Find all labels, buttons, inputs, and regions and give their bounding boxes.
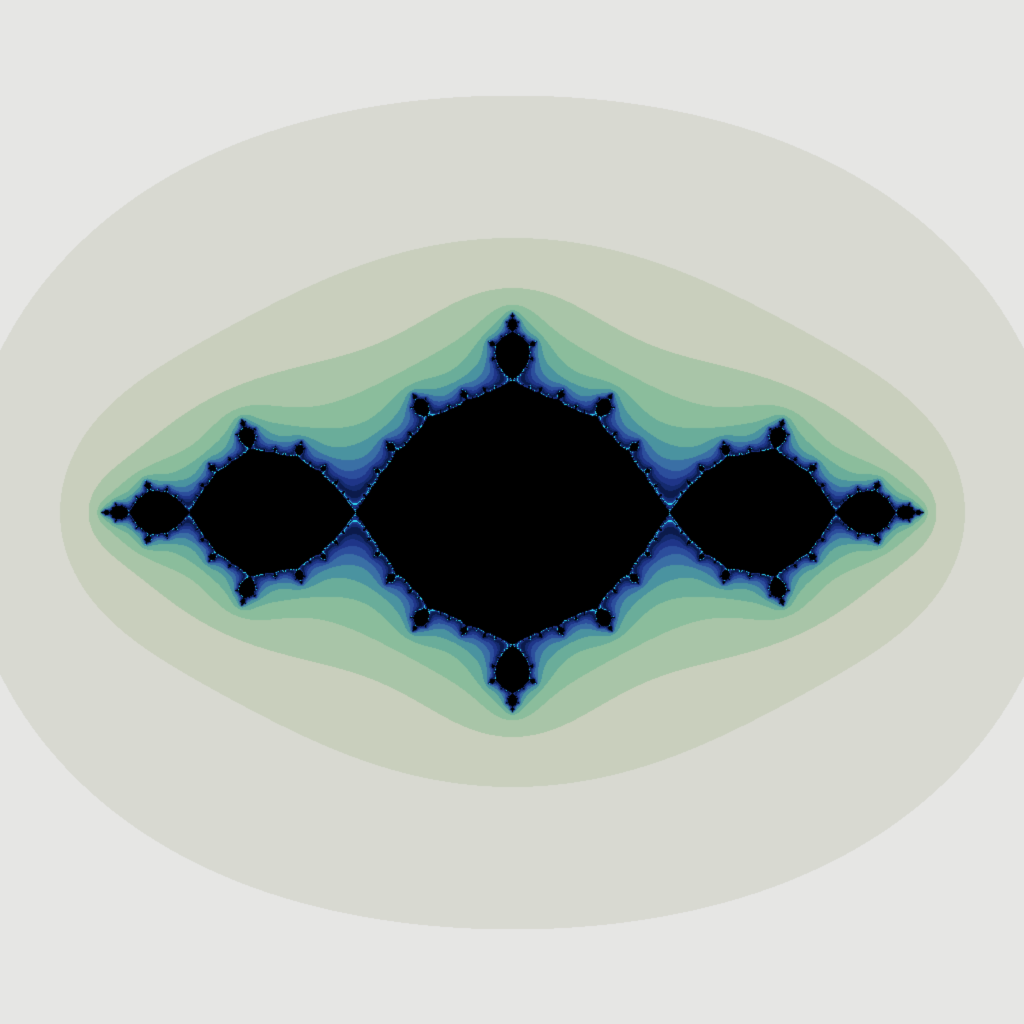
julia-set-canvas [0,0,1024,1024]
fractal-image [0,0,1024,1024]
